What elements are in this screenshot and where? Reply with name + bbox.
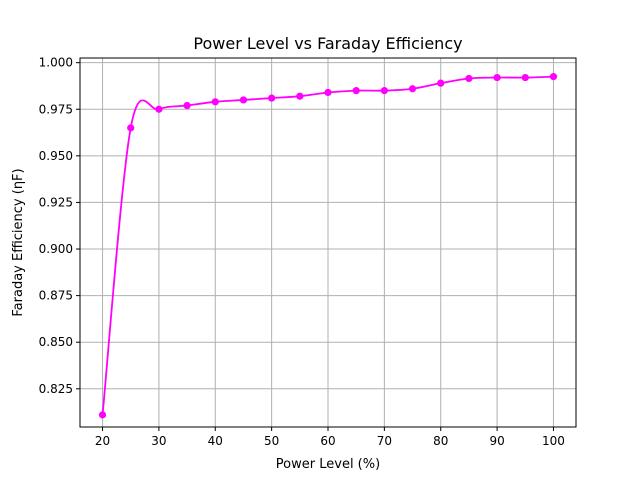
data-point: [380, 87, 388, 95]
data-point: [493, 73, 501, 82]
y-tick-label: 0.925: [39, 195, 73, 209]
data-point: [437, 79, 445, 87]
x-axis-label: Power Level (%): [276, 457, 380, 472]
data-point: [268, 94, 276, 102]
data-point: [98, 411, 107, 419]
data-point: [549, 73, 558, 81]
y-tick-label: 1.000: [39, 56, 73, 70]
x-tick-label: 80: [433, 434, 448, 448]
x-tick-label: 90: [489, 434, 504, 448]
y-tick-label: 0.975: [39, 102, 73, 116]
y-tick-label: 0.850: [39, 335, 73, 349]
data-point: [211, 98, 219, 106]
data-point: [408, 85, 417, 93]
data-point: [521, 73, 529, 82]
y-axis-label: Faraday Efficiency (ηF): [11, 168, 26, 316]
y-tick-label: 0.950: [39, 149, 73, 163]
chart-title: Power Level vs Faraday Efficiency: [193, 34, 462, 53]
y-tick-label: 0.900: [39, 242, 73, 256]
axis-ticks: 20 30 40 50 60 70 80 90 100 0.825 0.850 0.875 0.900 0…: [39, 56, 565, 448]
data-point: [155, 105, 163, 113]
y-tick-label: 0.875: [39, 289, 73, 303]
data-point: [183, 101, 191, 110]
data-points: [98, 73, 558, 419]
x-tick-label: 40: [208, 434, 223, 448]
x-tick-label: 50: [264, 434, 279, 448]
data-point: [127, 124, 135, 132]
data-point: [465, 74, 473, 83]
data-point: [296, 92, 304, 100]
y-tick-label: 0.825: [39, 382, 73, 396]
data-point: [352, 87, 360, 95]
data-point: [239, 96, 248, 104]
x-tick-label: 70: [377, 434, 392, 448]
x-tick-label: 60: [320, 434, 335, 448]
data-point: [324, 88, 332, 97]
x-tick-label: 100: [542, 434, 565, 448]
x-tick-label: 30: [151, 434, 166, 448]
grid-lines: [80, 58, 576, 427]
x-tick-label: 20: [95, 434, 110, 448]
